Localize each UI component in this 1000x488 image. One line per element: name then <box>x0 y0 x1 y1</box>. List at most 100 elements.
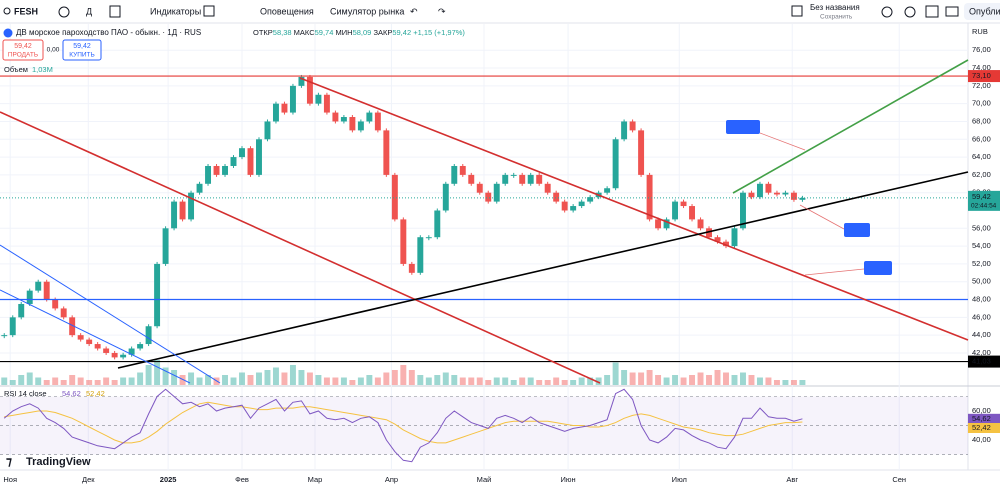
candle <box>1 335 8 337</box>
candle <box>799 197 806 200</box>
volume-bar <box>748 375 755 385</box>
candle <box>544 183 551 193</box>
volume-bar <box>222 375 228 385</box>
chart-type[interactable] <box>109 5 121 18</box>
y-tick-label: 42,00 <box>972 348 991 357</box>
candle <box>35 281 42 291</box>
symbol-logo <box>3 28 13 38</box>
volume-bar <box>502 377 509 385</box>
redo[interactable]: ↷ <box>438 6 446 16</box>
candle <box>536 174 543 184</box>
candle <box>340 117 347 122</box>
annotation-box[interactable] <box>726 120 760 134</box>
volume-bar <box>247 375 254 385</box>
candle <box>417 237 424 273</box>
layout-icon[interactable] <box>791 5 803 17</box>
undo[interactable]: ↶ <box>410 6 418 16</box>
y-tick-label: 44,00 <box>972 330 991 339</box>
candle <box>120 354 127 358</box>
volume-bar <box>69 375 76 385</box>
volume-bar <box>561 380 568 385</box>
templates[interactable] <box>203 5 215 17</box>
settings[interactable] <box>904 6 916 18</box>
rsi-ma-badge <box>968 423 1000 434</box>
trend-line[interactable] <box>732 59 969 194</box>
x-tick-label: Май <box>477 475 492 484</box>
candle <box>723 241 729 247</box>
candle <box>357 121 364 131</box>
volume-bar <box>120 377 127 385</box>
volume-bar <box>77 377 84 385</box>
candle <box>383 130 390 175</box>
price-badge-label: 59,42 <box>972 192 991 201</box>
x-tick-label: Авг <box>786 475 798 484</box>
volume-bar <box>790 380 797 385</box>
interval[interactable]: Д <box>86 6 92 16</box>
publish-button[interactable] <box>964 3 1000 20</box>
volume-bar <box>179 375 186 385</box>
volume-bar <box>1 377 8 385</box>
volume-bar <box>60 380 67 385</box>
add-symbol[interactable] <box>58 6 70 18</box>
layout-name[interactable]: Без названия <box>810 3 860 12</box>
candle <box>264 121 271 140</box>
buy-button[interactable] <box>62 39 102 61</box>
candle <box>256 139 262 175</box>
sell-button[interactable] <box>2 39 44 61</box>
volume-bar <box>638 372 645 385</box>
volume-bar <box>544 380 551 385</box>
candle <box>689 206 696 220</box>
candle <box>621 121 628 140</box>
quick-search[interactable] <box>881 6 893 18</box>
trend-line[interactable] <box>117 171 969 369</box>
volume-bar <box>595 377 602 385</box>
candle <box>629 121 636 131</box>
price-badge <box>968 355 1000 368</box>
candle <box>425 237 432 239</box>
label: МАКС <box>294 28 316 37</box>
symbol[interactable]: FESH <box>14 6 38 16</box>
volume-bar <box>536 380 543 385</box>
label: ЗАКР <box>373 28 392 37</box>
candle <box>239 148 245 158</box>
candle <box>570 206 577 211</box>
volume-bar <box>298 370 305 385</box>
replay[interactable]: Симулятор рынка <box>330 6 404 16</box>
candle <box>52 299 59 309</box>
volume-value: 1,03M <box>32 65 53 74</box>
alerts[interactable]: Оповещения <box>260 6 314 16</box>
volume-bar <box>578 377 585 385</box>
annotation-box[interactable] <box>844 223 870 237</box>
volume-bar <box>289 365 296 385</box>
candle <box>230 157 237 166</box>
volume-bar <box>553 377 560 385</box>
candle <box>714 237 721 242</box>
publish[interactable]: Опублик <box>969 6 1000 16</box>
volume-bar <box>239 372 245 385</box>
trend-line[interactable] <box>299 77 969 341</box>
volume-bar <box>417 375 424 385</box>
volume-bar <box>782 380 789 385</box>
candle <box>442 183 449 211</box>
annotation-box[interactable] <box>864 261 892 275</box>
snapshot[interactable] <box>945 6 959 17</box>
trend-line[interactable] <box>0 111 601 384</box>
volume-bar <box>773 380 780 385</box>
candle <box>323 94 330 113</box>
candle <box>306 76 313 104</box>
candle <box>400 219 407 264</box>
fullscreen[interactable] <box>925 5 939 18</box>
search-icon[interactable] <box>3 7 11 15</box>
indicators[interactable]: Индикаторы <box>150 6 201 16</box>
volume-bar <box>485 380 492 385</box>
trend-line[interactable] <box>0 289 191 384</box>
volume-bar <box>706 375 712 385</box>
candle <box>485 192 492 202</box>
volume-bar <box>230 377 237 385</box>
trend-line[interactable] <box>0 244 221 384</box>
candle <box>638 130 645 175</box>
value: 59,74 <box>315 28 334 37</box>
volume-bar <box>697 372 704 385</box>
volume-bar <box>188 372 195 385</box>
